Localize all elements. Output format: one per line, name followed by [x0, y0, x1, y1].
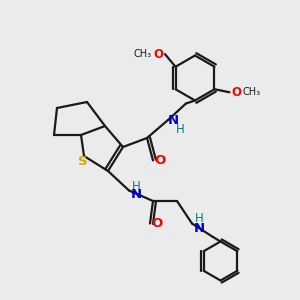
Text: O: O	[153, 48, 164, 61]
Text: H: H	[132, 179, 141, 193]
Text: S: S	[78, 155, 87, 168]
Text: N: N	[131, 188, 142, 202]
Text: CH₃: CH₃	[134, 49, 152, 59]
Text: O: O	[154, 154, 165, 167]
Text: CH₃: CH₃	[243, 87, 261, 97]
Text: N: N	[194, 221, 205, 235]
Text: O: O	[151, 217, 162, 230]
Text: N: N	[168, 113, 179, 127]
Text: H: H	[176, 123, 185, 136]
Text: O: O	[231, 86, 241, 99]
Text: H: H	[195, 212, 204, 226]
